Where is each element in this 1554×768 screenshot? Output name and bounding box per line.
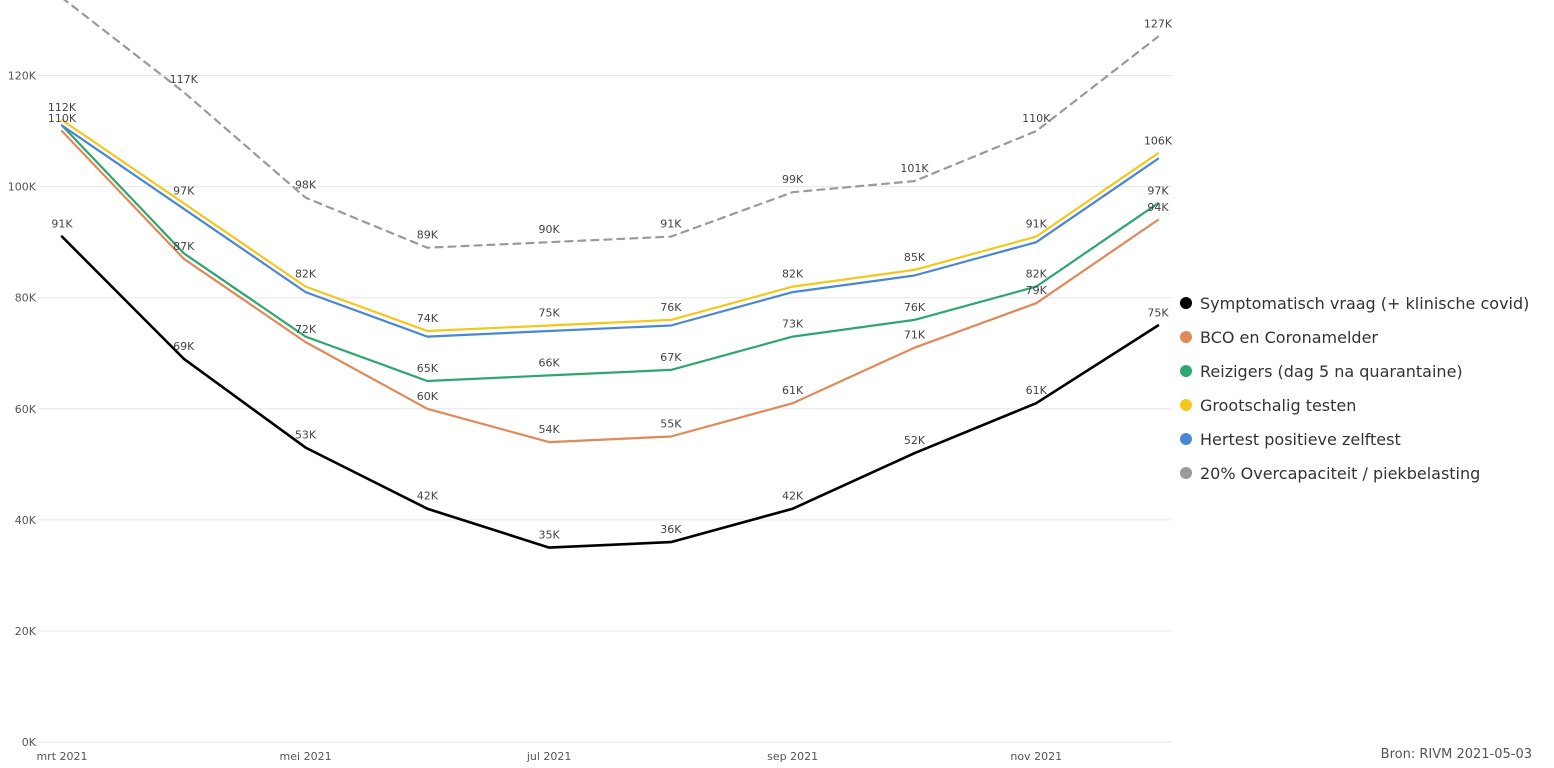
data-label: 90K	[539, 223, 561, 236]
legend-dot-icon	[1180, 297, 1192, 309]
legend-label: Hertest positieve zelftest	[1200, 429, 1401, 449]
legend-dot-icon	[1180, 433, 1192, 445]
x-tick-label: jul 2021	[526, 750, 572, 763]
legend-label: Reizigers (dag 5 na quarantaine)	[1200, 361, 1463, 381]
data-label: 89K	[417, 229, 439, 242]
data-label: 87K	[173, 240, 195, 253]
y-tick-label: 100K	[8, 181, 37, 194]
data-label: 67K	[660, 351, 682, 364]
y-tick-label: 80K	[15, 292, 37, 305]
data-label: 75K	[1147, 306, 1169, 319]
data-label: 73K	[782, 318, 804, 331]
series-line	[63, 0, 1160, 249]
legend-dot-icon	[1180, 331, 1192, 343]
data-label: 94K	[1147, 201, 1169, 214]
x-axis: mrt 2021 mei 2021 jul 2021 sep 2021 nov 2021	[36, 750, 1062, 763]
series-lines	[60, 0, 1160, 549]
gridlines	[38, 75, 1172, 743]
data-label: 112K	[48, 101, 77, 114]
data-label: 36K	[660, 523, 682, 536]
legend-dot-icon	[1180, 467, 1192, 479]
data-label: 82K	[782, 268, 804, 281]
data-label: 60K	[417, 390, 439, 403]
x-tick-label: mrt 2021	[36, 750, 87, 763]
legend-label: BCO en Coronamelder	[1200, 327, 1378, 347]
data-label: 52K	[904, 434, 926, 447]
y-tick-label: 0K	[22, 736, 37, 749]
source-note: Bron: RIVM 2021-05-03	[1380, 747, 1532, 762]
data-labels: 91K 69K 53K 42K 35K 36K 42K 52K 61K 75K 110K 87K 72K…	[48, 18, 1173, 542]
data-label: 106K	[1144, 134, 1173, 147]
data-label: 97K	[173, 184, 195, 197]
data-label: 110K	[48, 112, 77, 125]
data-label: 82K	[295, 268, 317, 281]
legend: Symptomatisch vraag (+ klinische covid) B…	[1180, 286, 1529, 490]
data-label: 35K	[539, 529, 561, 542]
line-chart: 0K 20K 40K 60K 80K 100K 120K mrt 2021 mei 2021 j…	[8, 0, 1173, 763]
data-label: 54K	[539, 423, 561, 436]
x-tick-label: nov 2021	[1010, 750, 1062, 763]
data-label: 61K	[1026, 384, 1048, 397]
data-label: 97K	[1147, 184, 1169, 197]
data-label: 55K	[660, 418, 682, 431]
y-tick-label: 20K	[15, 625, 37, 638]
legend-label: 20% Overcapaciteit / piekbelasting	[1200, 463, 1481, 483]
legend-dot-icon	[1180, 399, 1192, 411]
series-line	[60, 124, 1160, 383]
data-label: 65K	[417, 362, 439, 375]
data-label: 71K	[904, 329, 926, 342]
y-tick-label: 120K	[8, 70, 37, 83]
data-label: 91K	[660, 218, 682, 231]
legend-item[interactable]: Grootschalig testen	[1180, 388, 1529, 422]
data-label: 61K	[782, 384, 804, 397]
legend-dot-icon	[1180, 365, 1192, 377]
data-label: 66K	[539, 356, 561, 369]
x-tick-label: sep 2021	[767, 750, 818, 763]
legend-label: Symptomatisch vraag (+ klinische covid)	[1200, 293, 1530, 313]
legend-item[interactable]: 20% Overcapaciteit / piekbelasting	[1180, 456, 1529, 490]
x-tick-label: mei 2021	[280, 750, 332, 763]
data-label: 72K	[295, 323, 317, 336]
data-label: 75K	[539, 306, 561, 319]
y-tick-label: 40K	[15, 514, 37, 527]
data-label: 79K	[1026, 284, 1048, 297]
data-label: 74K	[417, 312, 439, 325]
data-label: 110K	[1022, 112, 1051, 125]
legend-item[interactable]: BCO en Coronamelder	[1180, 320, 1529, 354]
data-label: 101K	[900, 162, 929, 175]
data-label: 76K	[904, 301, 926, 314]
series-line	[60, 124, 1160, 338]
legend-item[interactable]: Symptomatisch vraag (+ klinische covid)	[1180, 286, 1529, 320]
y-axis: 0K 20K 40K 60K 80K 100K 120K	[8, 70, 37, 749]
y-tick-label: 60K	[15, 403, 37, 416]
data-label: 85K	[904, 251, 926, 264]
series-line	[60, 118, 1160, 333]
data-label: 53K	[295, 429, 317, 442]
data-label: 91K	[1026, 218, 1048, 231]
data-label: 127K	[1144, 18, 1173, 31]
data-label: 42K	[782, 490, 804, 503]
data-label: 98K	[295, 179, 317, 192]
data-label: 117K	[170, 73, 199, 86]
data-label: 42K	[417, 490, 439, 503]
data-label: 69K	[173, 340, 195, 353]
legend-item[interactable]: Hertest positieve zelftest	[1180, 422, 1529, 456]
legend-item[interactable]: Reizigers (dag 5 na quarantaine)	[1180, 354, 1529, 388]
series-line	[60, 130, 1160, 444]
data-label: 76K	[660, 301, 682, 314]
series-line	[60, 235, 1160, 549]
data-label: 91K	[51, 218, 73, 231]
data-label: 99K	[782, 173, 804, 186]
legend-label: Grootschalig testen	[1200, 395, 1357, 415]
data-label: 82K	[1026, 268, 1048, 281]
